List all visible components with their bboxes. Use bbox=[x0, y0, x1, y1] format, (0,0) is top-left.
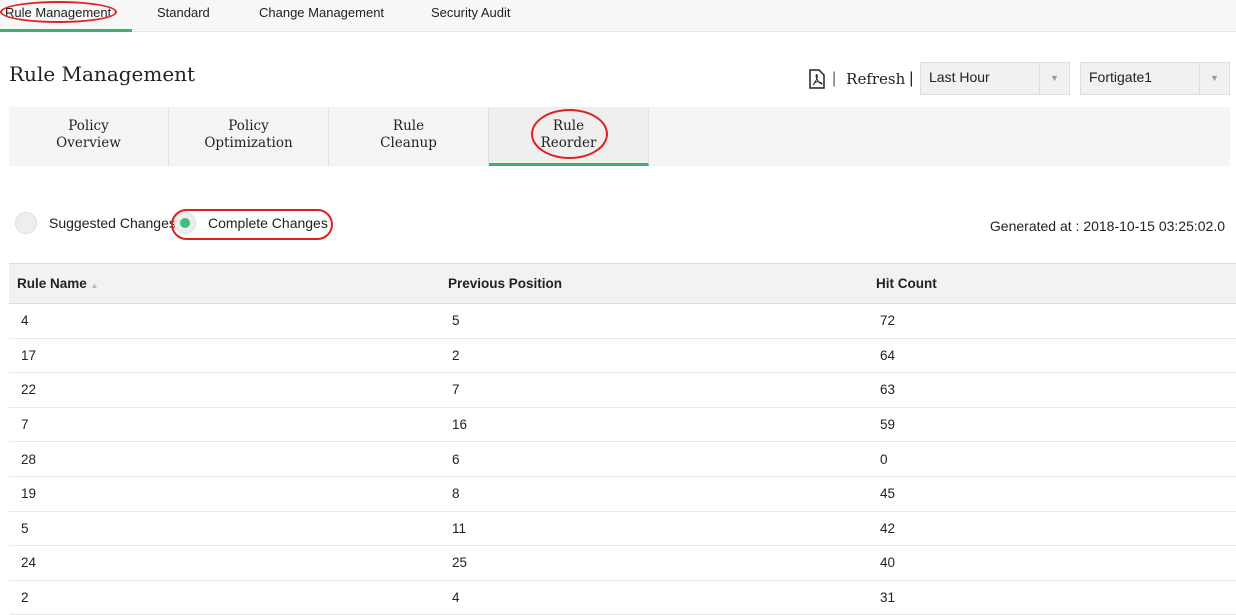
table-cell: 22 bbox=[9, 372, 440, 408]
separator: | bbox=[909, 70, 914, 87]
label: Policy bbox=[68, 118, 109, 134]
table-cell: 5 bbox=[9, 511, 440, 547]
table-cell: 0 bbox=[868, 441, 1236, 477]
table-cell: 4 bbox=[9, 303, 440, 339]
radio-label: Complete Changes bbox=[208, 215, 328, 231]
column-header-hit-count[interactable]: Hit Count bbox=[868, 263, 1236, 304]
table-cell: 7 bbox=[440, 372, 868, 408]
column-header-previous-position[interactable]: Previous Position bbox=[440, 263, 868, 304]
table-cell: 5 bbox=[440, 303, 868, 339]
table-cell: 64 bbox=[868, 338, 1236, 374]
table-cell: 24 bbox=[9, 545, 440, 581]
highlight-oval bbox=[171, 209, 333, 240]
table-cell: 17 bbox=[9, 338, 440, 374]
sort-icon[interactable]: ▲ bbox=[90, 281, 99, 290]
label: Policy bbox=[228, 118, 269, 134]
table-cell: 16 bbox=[440, 407, 868, 443]
tab-security-audit[interactable]: Security Audit bbox=[431, 5, 511, 20]
table-row: 22 7 63 bbox=[9, 372, 1236, 408]
label: Optimization bbox=[204, 135, 293, 151]
table-cell: 2 bbox=[9, 580, 440, 615]
table-row: 17 2 64 bbox=[9, 338, 1236, 374]
chevron-down-icon: ▼ bbox=[1199, 63, 1229, 94]
table-cell: 4 bbox=[440, 580, 868, 615]
column-header-rule-name[interactable]: Rule Name ▲ bbox=[9, 263, 440, 304]
table-cell: 25 bbox=[440, 545, 868, 581]
table-cell: 11 bbox=[440, 511, 868, 547]
table-row: 28 6 0 bbox=[9, 441, 1236, 477]
top-nav: Rule Management Standard Change Manageme… bbox=[0, 0, 1236, 32]
subtab-policy-overview[interactable]: Policy Overview bbox=[9, 107, 169, 166]
time-range-select[interactable]: Last Hour ▼ bbox=[920, 62, 1070, 95]
label: Overview bbox=[56, 135, 121, 151]
table-row: 7 16 59 bbox=[9, 407, 1236, 443]
pdf-icon[interactable] bbox=[808, 69, 826, 89]
table-cell: 31 bbox=[868, 580, 1236, 615]
table-cell: 40 bbox=[868, 545, 1236, 581]
device-select[interactable]: Fortigate1 ▼ bbox=[1080, 62, 1230, 95]
table-cell: 19 bbox=[9, 476, 440, 512]
subtab-policy-optimization[interactable]: Policy Optimization bbox=[169, 107, 329, 166]
table-cell: 7 bbox=[9, 407, 440, 443]
time-range-value: Last Hour bbox=[929, 69, 990, 85]
label: Cleanup bbox=[380, 135, 437, 151]
rules-table: Rule Name ▲ Previous Position Hit Count … bbox=[9, 263, 1236, 615]
label: Rule bbox=[392, 118, 425, 134]
table-cell: 45 bbox=[868, 476, 1236, 512]
sub-tabs: Policy Overview Policy Optimization Rule Cl… bbox=[9, 107, 1230, 166]
table-row: 5 11 42 bbox=[9, 511, 1236, 547]
table-cell: 42 bbox=[868, 511, 1236, 547]
tab-change-management[interactable]: Change Management bbox=[259, 5, 385, 20]
table-cell: 28 bbox=[9, 441, 440, 477]
table-cell: 2 bbox=[440, 338, 868, 374]
radio-label: Suggested Changes bbox=[49, 215, 176, 231]
chevron-down-icon: ▼ bbox=[1039, 63, 1069, 94]
table-row: 24 25 40 bbox=[9, 545, 1236, 581]
page-title: Rule Management bbox=[9, 62, 196, 86]
refresh-button[interactable]: Refresh bbox=[846, 70, 906, 88]
generated-at: Generated at : 2018-10-15 03:25:02.0 bbox=[989, 218, 1225, 234]
toolbar: | Refresh | bbox=[808, 62, 913, 96]
table-row: 19 8 45 bbox=[9, 476, 1236, 512]
highlight-oval bbox=[531, 109, 608, 159]
subtab-rule-cleanup[interactable]: Rule Cleanup bbox=[329, 107, 489, 166]
separator: | bbox=[832, 70, 837, 87]
table-cell: 59 bbox=[868, 407, 1236, 443]
table-row: 2 4 31 bbox=[9, 580, 1236, 615]
table-cell: 63 bbox=[868, 372, 1236, 408]
highlight-oval bbox=[0, 1, 117, 23]
table-cell: 8 bbox=[440, 476, 868, 512]
tab-standard[interactable]: Standard bbox=[157, 5, 210, 20]
radio-suggested-changes[interactable]: Suggested Changes bbox=[15, 212, 176, 234]
table-row: 4 5 72 bbox=[9, 303, 1236, 339]
table-cell: 72 bbox=[868, 303, 1236, 339]
device-value: Fortigate1 bbox=[1089, 69, 1153, 85]
table-cell: 6 bbox=[440, 441, 868, 477]
radio-circle bbox=[15, 212, 37, 234]
